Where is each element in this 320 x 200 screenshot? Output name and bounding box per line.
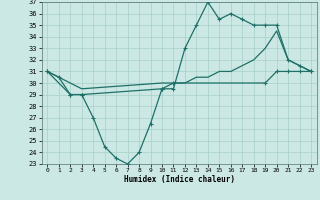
X-axis label: Humidex (Indice chaleur): Humidex (Indice chaleur) <box>124 175 235 184</box>
